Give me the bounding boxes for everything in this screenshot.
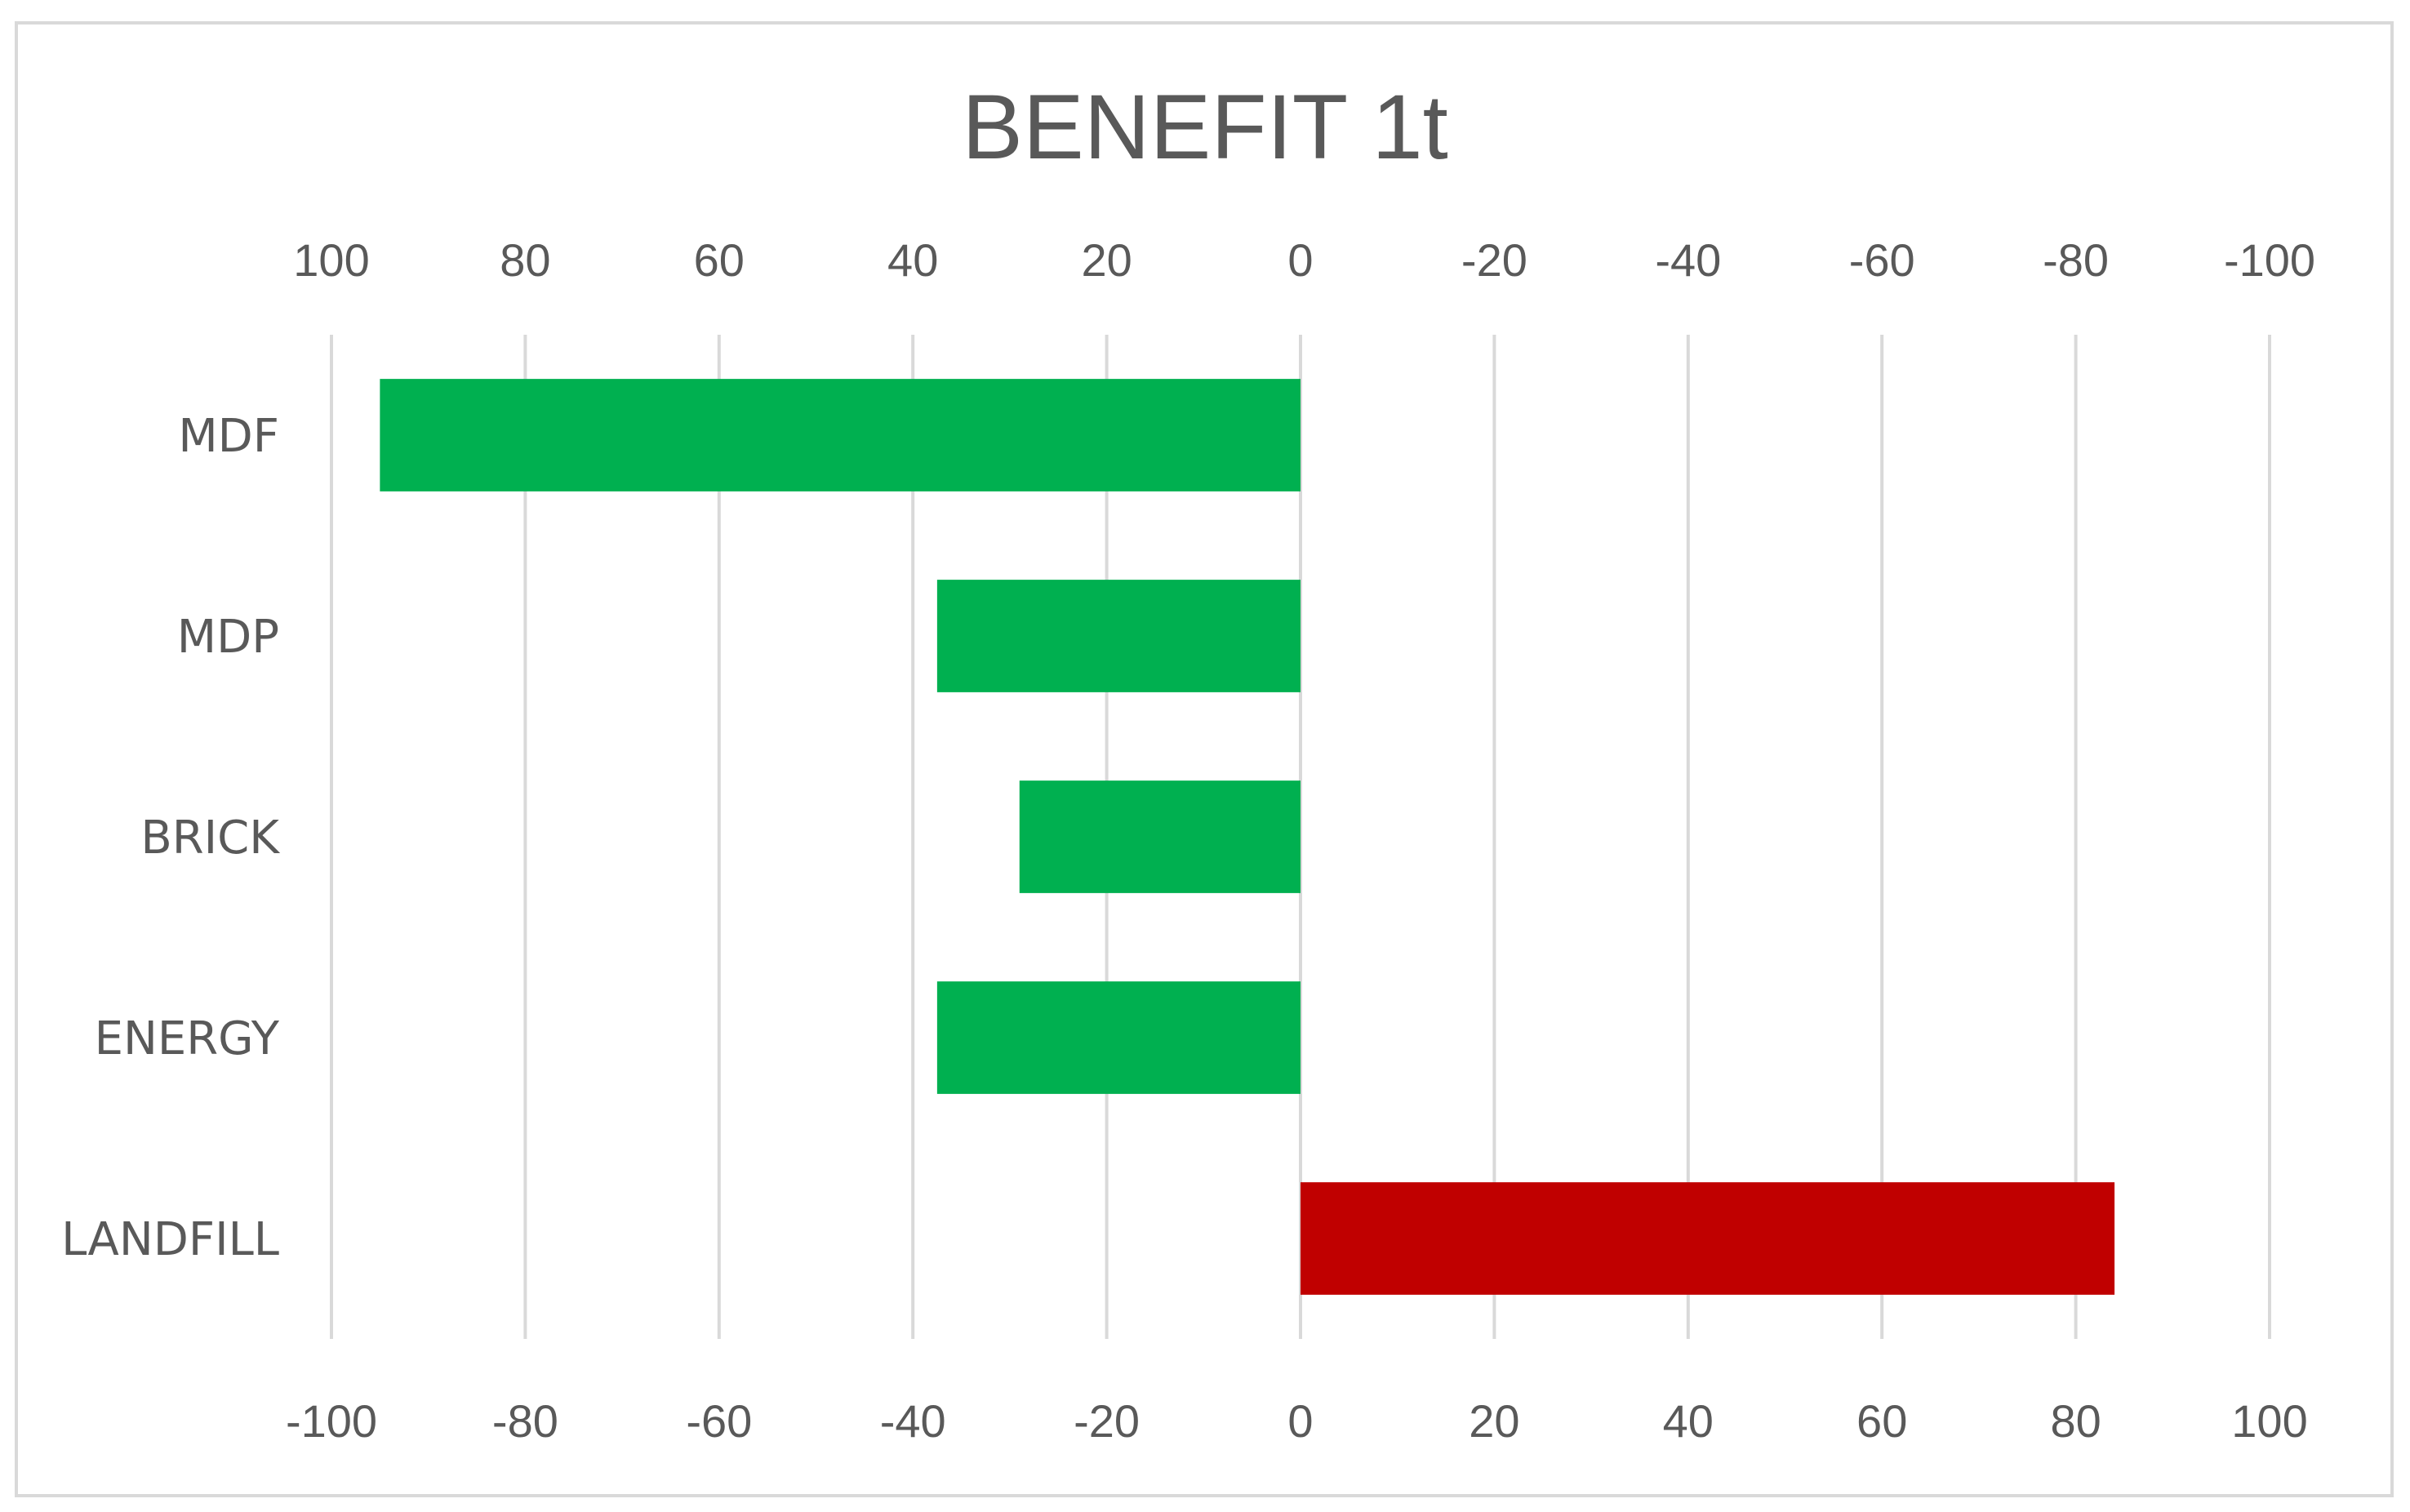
bottom-tick-label: 80 <box>2050 1395 2101 1447</box>
bar-mdp <box>936 580 1301 692</box>
bottom-tick-label: -20 <box>1074 1395 1140 1447</box>
bar-landfill <box>1301 1182 2115 1295</box>
bottom-tick-label: 40 <box>1663 1395 1714 1447</box>
bottom-tick-label: -100 <box>286 1395 377 1447</box>
category-label: BRICK <box>140 812 280 865</box>
bottom-tick-label: 20 <box>1469 1395 1519 1447</box>
bottom-axis: -100 -80 -60 -40 -20 0 20 40 60 80 100 <box>286 1395 2308 1447</box>
bar-brick <box>1019 780 1301 893</box>
category-label: LANDFILL <box>61 1213 279 1266</box>
category-label: ENERGY <box>95 1012 280 1065</box>
category-label: MDF <box>178 410 279 463</box>
top-tick-label: 80 <box>500 234 550 286</box>
bar-energy <box>936 981 1301 1094</box>
gridlines <box>330 335 2271 1339</box>
bottom-tick-label: 60 <box>1856 1395 1907 1447</box>
chart-title: BENEFIT 1t <box>962 76 1447 178</box>
bottom-tick-label: -40 <box>880 1395 946 1447</box>
bottom-tick-label: 100 <box>2231 1395 2307 1447</box>
top-tick-label: 0 <box>1287 234 1313 286</box>
top-tick-label: -20 <box>1461 234 1527 286</box>
bar-mdf <box>380 379 1301 491</box>
category-axis: MDF MDP BRICK ENERGY LANDFILL <box>61 410 280 1266</box>
top-tick-label: 100 <box>293 234 369 286</box>
top-tick-label: 20 <box>1081 234 1132 286</box>
bottom-tick-label: 0 <box>1287 1395 1313 1447</box>
top-axis: 100 80 60 40 20 0 -20 -40 -60 -80 -100 <box>293 234 2315 286</box>
top-tick-label: -80 <box>2043 234 2109 286</box>
top-tick-label: -100 <box>2224 234 2315 286</box>
category-label: MDP <box>177 611 279 664</box>
bars <box>380 379 2115 1295</box>
top-tick-label: 40 <box>887 234 938 286</box>
bottom-tick-label: -80 <box>492 1395 558 1447</box>
top-tick-label: 60 <box>694 234 745 286</box>
bottom-tick-label: -60 <box>686 1395 752 1447</box>
top-tick-label: -40 <box>1655 234 1721 286</box>
top-tick-label: -60 <box>1849 234 1915 286</box>
